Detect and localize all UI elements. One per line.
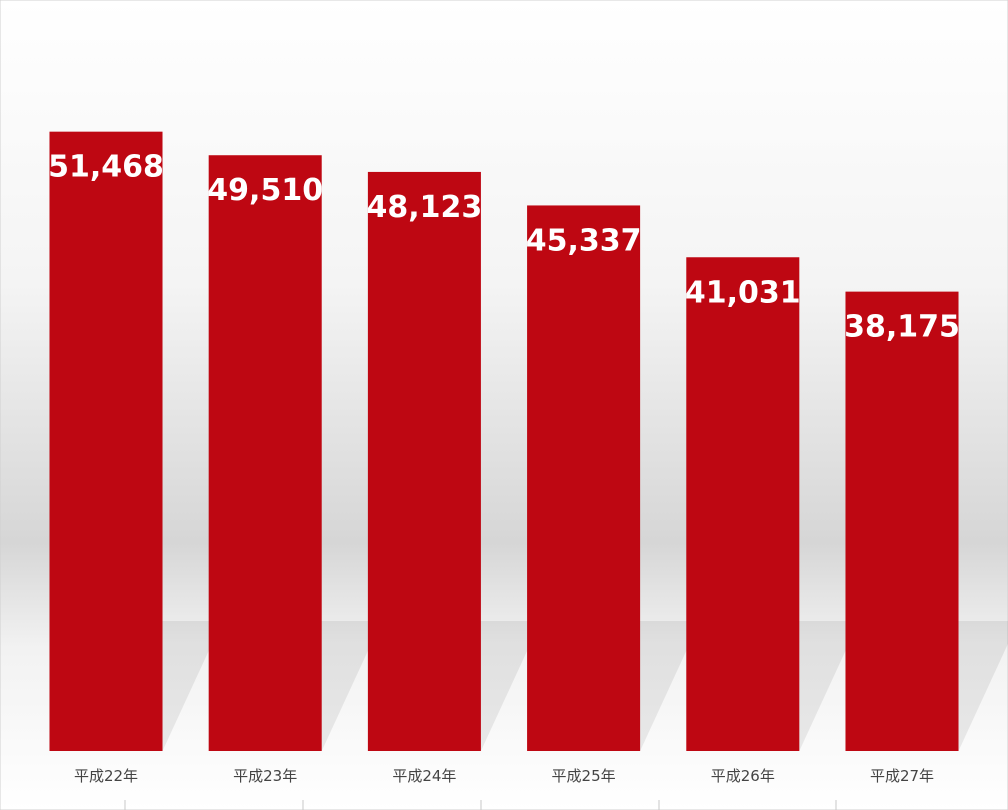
bar: [845, 291, 959, 751]
x-tick-label: 平成22年: [74, 767, 138, 785]
value-label: 49,510: [207, 173, 323, 208]
bar: [208, 155, 322, 751]
bar: [686, 257, 800, 751]
bottom-separators: [124, 800, 837, 810]
x-tick-label: 平成26年: [711, 767, 775, 785]
x-tick-label: 平成24年: [392, 767, 456, 785]
value-label: 45,337: [526, 223, 642, 258]
bar: [367, 171, 481, 751]
x-tick-label: 平成25年: [552, 767, 616, 785]
value-label: 38,175: [844, 310, 960, 345]
x-tick-label: 平成23年: [233, 767, 297, 785]
bar: [527, 205, 641, 751]
x-tick-label: 平成27年: [870, 767, 934, 785]
value-label: 41,031: [685, 275, 801, 310]
value-label: 48,123: [367, 190, 483, 225]
value-label: 51,468: [48, 150, 164, 185]
bar: [49, 131, 163, 751]
